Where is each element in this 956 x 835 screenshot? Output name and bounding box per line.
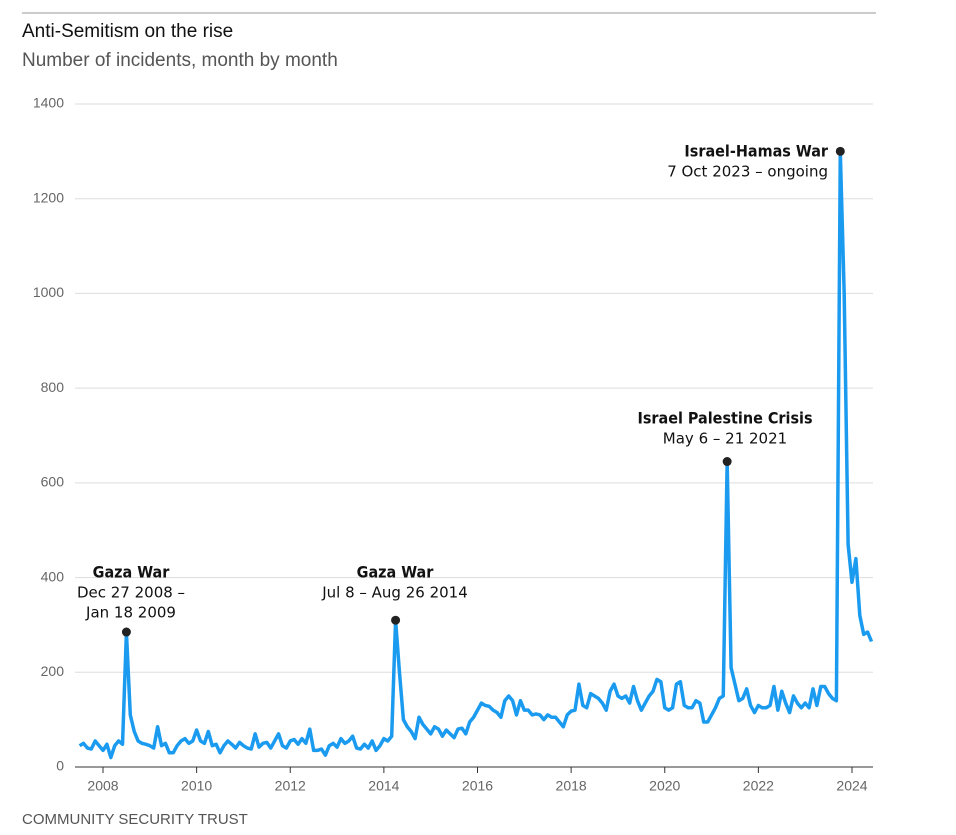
y-tick-label: 0 [56,758,64,774]
chart-subtitle: Number of incidents, month by month [22,50,338,71]
y-tick-label: 200 [41,663,65,679]
y-tick-label: 600 [41,474,65,490]
y-tick-label: 400 [41,568,65,584]
x-tick-label: 2008 [87,778,118,794]
annotation-title: Israel-Hamas War [684,142,828,161]
annotation-text: Jan 18 2009 [85,604,176,622]
x-tick-label: 2012 [275,778,306,794]
annotation-text: Dec 27 2008 – [77,584,185,602]
annotation-dot [121,627,131,637]
x-tick-label: 2014 [368,778,399,794]
y-tick-label: 1000 [33,284,64,300]
source: COMMUNITY SECURITY TRUST [22,811,248,828]
x-tick-label: 2016 [462,778,493,794]
x-tick-label: 2024 [836,778,867,794]
chart-title: Anti-Semitism on the rise [22,21,233,42]
x-tick-label: 2020 [649,778,680,794]
x-tick-label: 2018 [556,778,587,794]
annotation-dot [391,615,401,625]
y-tick-label: 1200 [33,189,64,205]
annotation-dot [722,457,732,467]
x-tick-label: 2022 [743,778,774,794]
annotation-dot [835,146,845,156]
y-tick-label: 800 [41,379,65,395]
annotation-text: May 6 – 21 2021 [663,430,787,448]
annotation-text: Jul 8 – Aug 26 2014 [321,584,468,602]
annotation-title: Gaza War [93,563,171,582]
annotation-title: Israel Palestine Crisis [637,409,812,428]
annotation-text: 7 Oct 2023 – ongoing [667,163,828,181]
y-tick-label: 1400 [33,95,64,111]
series-line [78,149,874,760]
annotation-title: Gaza War [357,563,435,582]
x-tick-label: 2010 [181,778,212,794]
